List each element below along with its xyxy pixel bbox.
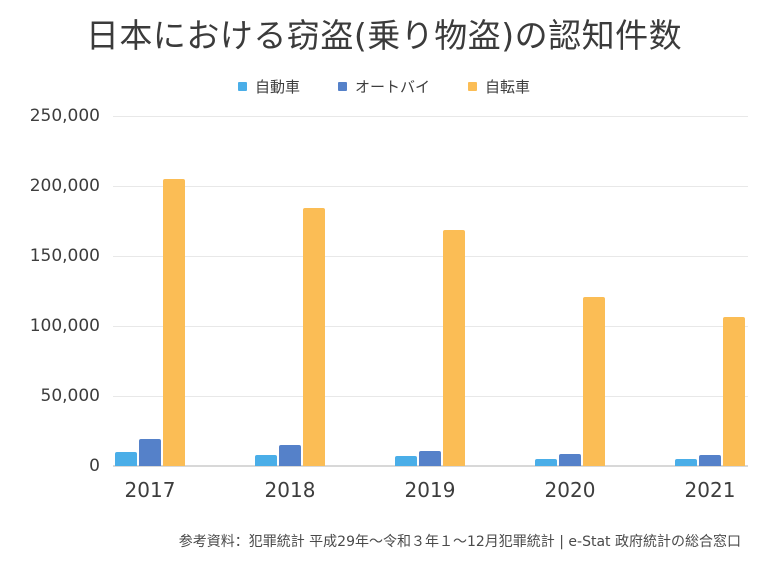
legend-item-car: 自動車 (237, 76, 300, 97)
x-tick-label: 2018 (264, 478, 316, 502)
bar-bicycle-2020 (583, 297, 605, 466)
x-tick-label: 2019 (404, 478, 456, 502)
legend-swatch-motorcycle (337, 81, 347, 91)
x-tick-label: 2021 (684, 478, 736, 502)
legend-label-car: 自動車 (254, 77, 300, 96)
y-tick-label: 200,000 (29, 176, 100, 196)
bar-bicycle-2017 (163, 179, 185, 466)
legend-item-motorcycle: オートバイ (337, 76, 430, 97)
bar-bicycle-2019 (443, 230, 465, 466)
gridline (113, 325, 748, 327)
chart-legend: 自動車 オートバイ 自転車 (0, 76, 768, 97)
bar-motorcycle-2020 (559, 454, 581, 466)
x-axis-line (113, 465, 748, 467)
bar-motorcycle-2017 (139, 439, 161, 466)
y-tick-label: 100,000 (29, 316, 100, 336)
bar-bicycle-2021 (723, 317, 745, 466)
legend-swatch-bicycle (468, 81, 477, 91)
bar-car-2019 (395, 456, 417, 466)
bar-motorcycle-2021 (699, 455, 721, 466)
gridline (113, 115, 748, 117)
legend-swatch-car (237, 81, 247, 91)
bar-car-2017 (115, 452, 137, 466)
gridline (113, 185, 748, 187)
y-tick-label: 0 (89, 456, 100, 476)
chart-title: 日本における窃盗(乗り物盗)の認知件数 (85, 16, 683, 55)
y-tick-label: 50,000 (40, 386, 100, 406)
y-tick-label: 150,000 (29, 246, 100, 266)
source-note: 参考資料：犯罪統計 平成29年～令和３年１～12月犯罪統計 | e-Stat 政… (178, 534, 741, 550)
legend-item-bicycle: 自転車 (468, 76, 530, 97)
bar-car-2018 (255, 455, 277, 466)
y-tick-label: 250,000 (29, 106, 100, 126)
bar-car-2021 (675, 459, 697, 466)
bar-car-2020 (535, 459, 557, 466)
bar-bicycle-2018 (303, 208, 325, 466)
legend-label-bicycle: 自転車 (485, 77, 531, 96)
x-tick-label: 2020 (544, 478, 596, 502)
legend-label-motorcycle: オートバイ (354, 77, 430, 96)
bar-motorcycle-2019 (419, 451, 441, 466)
x-tick-label: 2017 (124, 478, 176, 502)
gridline (113, 255, 748, 257)
gridline (113, 395, 748, 397)
bar-motorcycle-2018 (279, 445, 301, 466)
